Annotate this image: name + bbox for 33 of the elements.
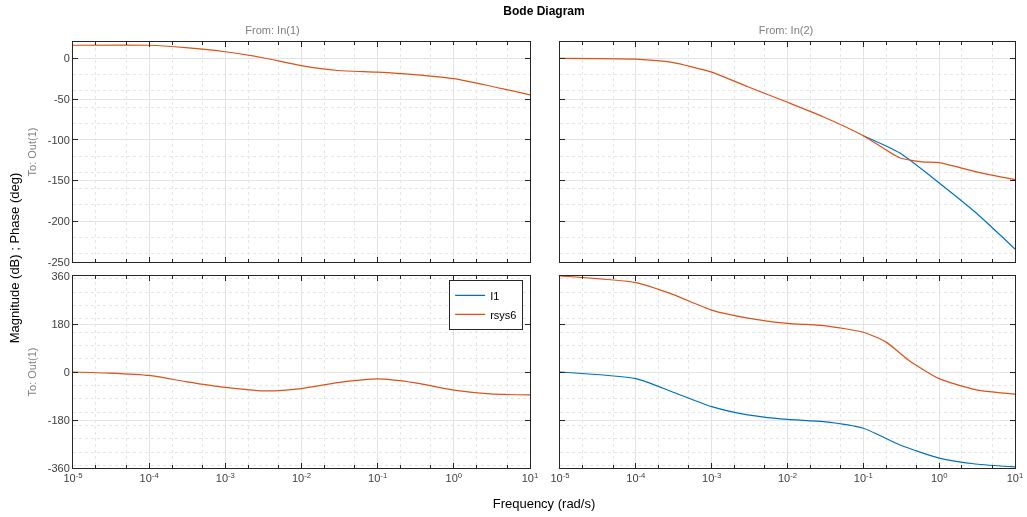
y-tick-label: -150 (47, 174, 70, 187)
y-tick-label: -200 (47, 215, 70, 228)
y-tick-label: -50 (53, 92, 70, 105)
y-tick-label: -100 (47, 133, 70, 146)
x-tick-label: 10$^{0}$ (930, 470, 948, 485)
x-tick-label: 10$^{-1}$ (368, 470, 388, 485)
x-tick-label: 10$^{-3}$ (702, 470, 722, 485)
x-tick-label: 10$^{-4}$ (139, 470, 160, 485)
x-tick-label: 10$^{-2}$ (777, 470, 798, 485)
y-tick-label: -360 (47, 461, 70, 474)
y-tick-label: 360 (51, 269, 70, 282)
x-tick-label: 10$^{1}$ (521, 470, 539, 485)
x-tick-label: 10$^{-3}$ (215, 470, 235, 485)
x-tick-label: 10$^{-1}$ (853, 470, 873, 485)
y-tick-label: 0 (63, 52, 70, 65)
x-tick-label: 10$^{-4}$ (626, 470, 647, 485)
text: Magnitude (dB) ; Phase (deg) (6, 172, 22, 344)
x-tick-label: 10$^{0}$ (445, 470, 463, 485)
chart-title: From: In(2) (758, 23, 814, 36)
x-tick-label: 10$^{1}$ (1006, 470, 1024, 485)
legend-label: rsys6 (490, 308, 517, 321)
y-tick-label: -250 (47, 255, 70, 268)
y-axis-title: To: Out(1) (26, 347, 39, 397)
x-tick-label: 10$^{-5}$ (550, 470, 570, 485)
y-tick-label: -180 (47, 413, 70, 426)
text: Frequency (rad/s) (492, 496, 596, 511)
x-tick-label: 10$^{-2}$ (291, 470, 312, 485)
y-tick-label: 180 (51, 317, 70, 330)
y-tick-label: 0 (63, 365, 70, 378)
text: Bode Diagram (503, 4, 585, 18)
y-axis-title: To: Out(1) (26, 127, 39, 177)
chart-title: From: In(1) (245, 23, 300, 36)
legend-label: I1 (490, 289, 500, 302)
